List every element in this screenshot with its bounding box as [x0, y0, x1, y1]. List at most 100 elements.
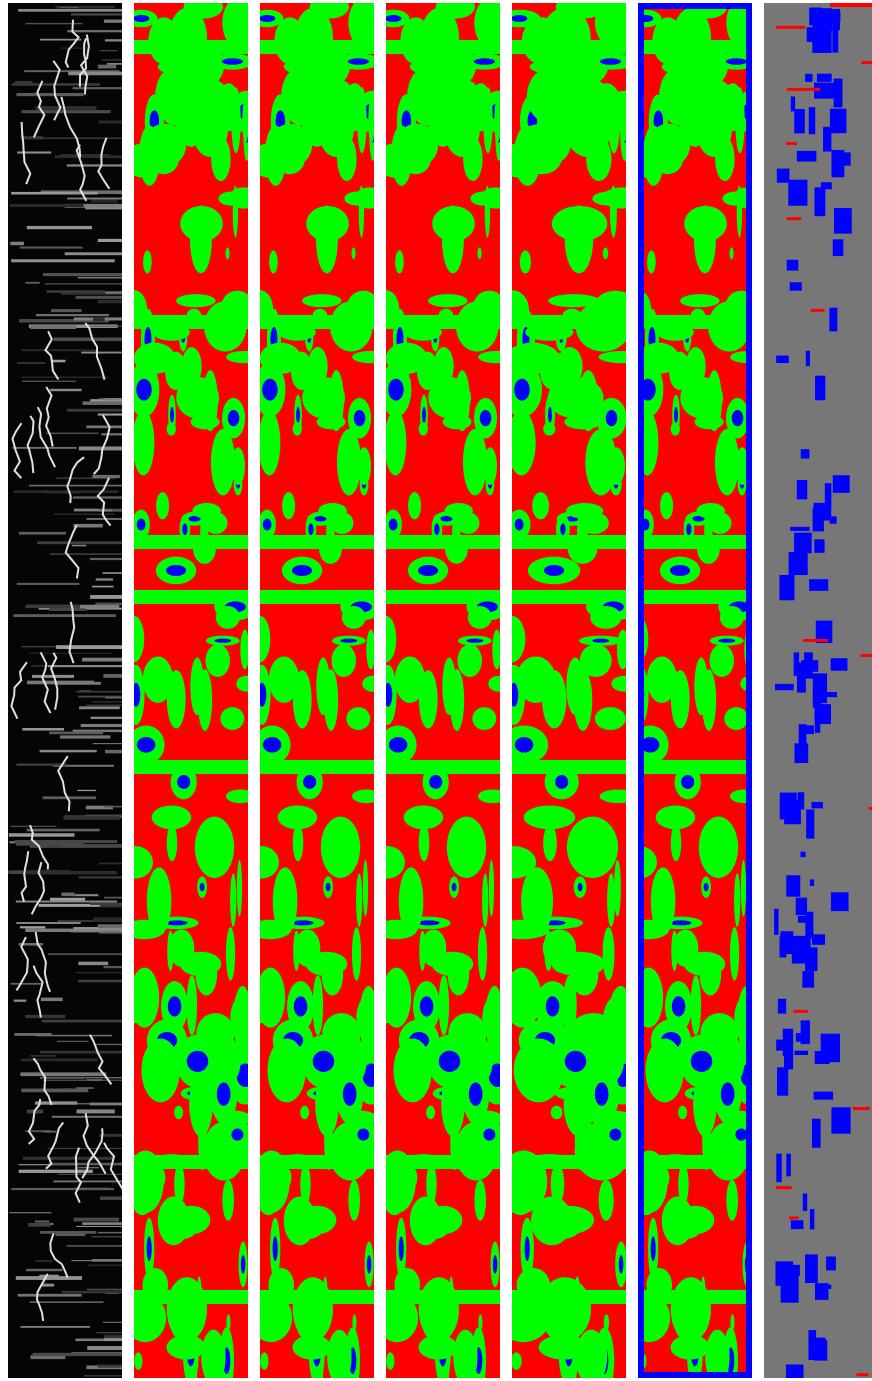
streak: [98, 924, 133, 928]
green-region: [395, 250, 404, 273]
blue-block: [810, 879, 814, 886]
green-region: [187, 975, 197, 1035]
streak: [35, 1101, 77, 1104]
blue-region: [515, 737, 533, 752]
streak: [22, 381, 75, 382]
green-region: [291, 352, 312, 390]
green-region: [485, 986, 504, 1052]
streak: [27, 226, 92, 229]
blue-region: [555, 775, 568, 789]
blue-region: [177, 775, 190, 789]
green-region: [248, 290, 274, 329]
blue-block: [821, 182, 832, 189]
blue-block: [786, 1364, 804, 1381]
green-region: [180, 206, 223, 241]
figure: [0, 0, 872, 1381]
blue-block: [795, 1051, 809, 1055]
green-region: [474, 1180, 486, 1221]
green-region: [447, 817, 486, 878]
blue-region: [651, 1236, 656, 1261]
streak: [16, 763, 67, 765]
blue-block: [780, 931, 793, 954]
streak: [35, 1220, 49, 1222]
streak: [26, 23, 83, 24]
green-region: [180, 952, 221, 976]
blue-region: [214, 639, 231, 643]
green-region: [153, 324, 190, 341]
green-region: [540, 352, 568, 390]
streak: [73, 496, 132, 498]
streak: [83, 401, 137, 405]
streak: [13, 614, 115, 617]
green-region: [607, 447, 625, 485]
green-region: [171, 1317, 197, 1340]
green-region: [265, 125, 286, 185]
green-region: [660, 492, 673, 519]
blue-region: [326, 883, 331, 892]
streak: [102, 59, 128, 61]
green-region: [463, 429, 487, 495]
blue-region: [515, 519, 524, 531]
blue-block: [809, 8, 821, 26]
green-region: [669, 352, 690, 390]
green-region: [242, 98, 249, 143]
blue-block: [812, 934, 825, 944]
streak: [50, 389, 82, 391]
streak: [30, 1301, 104, 1303]
green-region: [124, 616, 144, 662]
streak: [54, 682, 101, 685]
green-region: [167, 931, 173, 971]
streak: [41, 998, 63, 1001]
blue-block: [790, 527, 809, 531]
green-region: [483, 447, 497, 485]
blue-region: [418, 565, 438, 576]
green-region: [359, 986, 378, 1052]
streak: [72, 545, 87, 547]
green-region: [298, 1206, 336, 1234]
blue-region: [600, 58, 621, 64]
blue-block: [777, 1067, 788, 1095]
green-region: [233, 986, 252, 1052]
green-region: [707, 370, 722, 431]
blue-block: [797, 663, 804, 693]
green-region: [167, 670, 186, 728]
green-region: [500, 1150, 547, 1212]
green-region: [691, 975, 701, 1035]
green-region: [611, 676, 637, 692]
green-region: [384, 410, 406, 475]
blue-region: [263, 737, 281, 752]
green-region: [696, 79, 705, 128]
green-region: [132, 410, 154, 475]
blue-region: [294, 996, 308, 1016]
blue-region: [704, 883, 709, 892]
red-speck: [789, 1216, 799, 1219]
blue-region: [231, 1129, 243, 1141]
green-region: [552, 952, 606, 976]
red-speck: [861, 654, 872, 657]
green-region: [617, 630, 629, 670]
blue-block: [809, 107, 816, 134]
streak: [77, 790, 96, 791]
green-region: [734, 873, 740, 927]
green-region: [720, 606, 744, 629]
blue-block: [794, 109, 805, 133]
green-region: [301, 82, 333, 147]
blue-block: [814, 539, 824, 552]
green-region: [691, 309, 706, 322]
green-region: [671, 422, 680, 435]
green-region: [386, 1352, 394, 1370]
streak: [86, 815, 122, 816]
blue-region: [343, 1082, 357, 1105]
blue-block: [811, 802, 822, 808]
blue-region: [691, 1051, 713, 1072]
streak: [21, 349, 98, 351]
blue-block: [776, 1261, 794, 1285]
green-region: [483, 87, 492, 153]
streak: [29, 485, 134, 487]
streak: [27, 829, 100, 832]
blue-block: [798, 792, 805, 809]
streak: [16, 922, 80, 924]
green-region: [494, 98, 501, 143]
streak: [81, 724, 144, 727]
blue-region: [480, 410, 492, 426]
